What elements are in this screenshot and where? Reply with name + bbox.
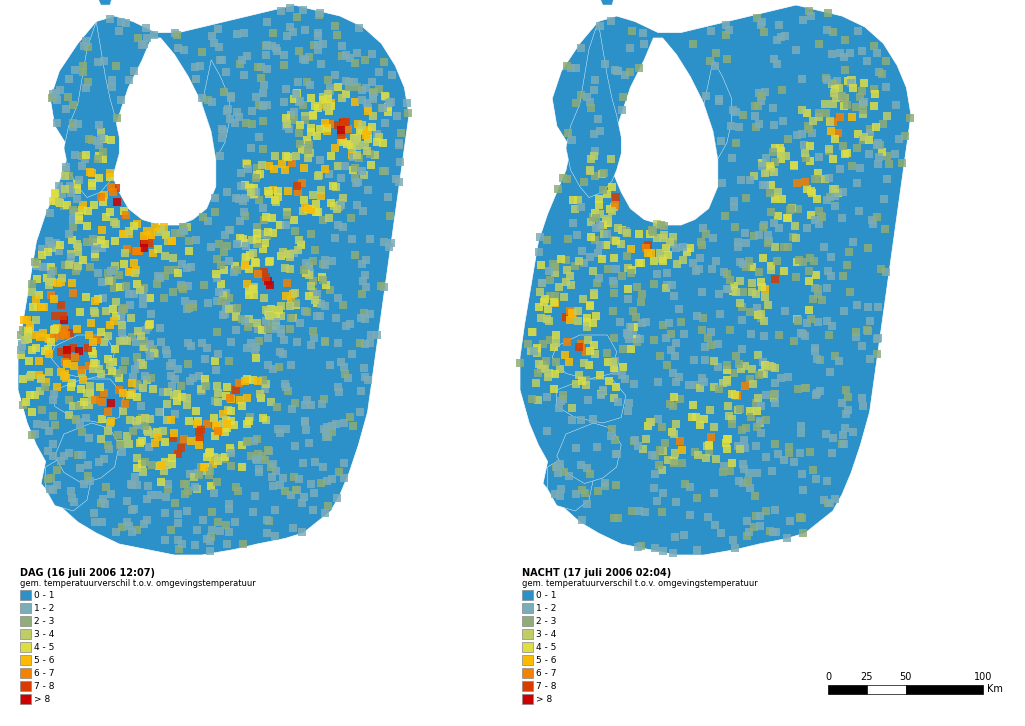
Text: 1 - 2: 1 - 2: [34, 604, 54, 613]
Text: 2 - 3: 2 - 3: [536, 617, 557, 626]
Text: 0 - 1: 0 - 1: [34, 591, 54, 600]
Bar: [522, 694, 533, 704]
Text: 5 - 6: 5 - 6: [34, 656, 54, 665]
Text: gem. temperatuurverschil t.o.v. omgevingstemperatuur: gem. temperatuurverschil t.o.v. omgeving…: [20, 579, 256, 588]
Polygon shape: [54, 423, 119, 484]
Text: 7 - 8: 7 - 8: [536, 682, 557, 691]
Polygon shape: [557, 423, 621, 484]
Polygon shape: [110, 38, 216, 225]
Text: 6 - 7: 6 - 7: [34, 669, 54, 678]
Bar: [20, 681, 31, 691]
Text: > 8: > 8: [34, 695, 50, 704]
Text: gem. temperatuurverschil t.o.v. omgevingstemperatuur: gem. temperatuurverschil t.o.v. omgeving…: [522, 579, 757, 588]
Polygon shape: [202, 60, 230, 159]
Polygon shape: [520, 5, 911, 555]
Text: 6 - 7: 6 - 7: [536, 669, 557, 678]
Text: NACHT (17 juli 2006 02:04): NACHT (17 juli 2006 02:04): [522, 568, 671, 578]
Bar: [20, 603, 31, 613]
Bar: [20, 629, 31, 639]
Polygon shape: [547, 456, 593, 511]
Polygon shape: [552, 335, 617, 379]
Bar: [828, 685, 867, 694]
Polygon shape: [45, 456, 91, 511]
Polygon shape: [96, 0, 115, 5]
Polygon shape: [566, 22, 621, 197]
Bar: [20, 616, 31, 626]
Text: 50: 50: [899, 672, 911, 682]
Text: 2 - 3: 2 - 3: [34, 617, 54, 626]
Bar: [522, 629, 533, 639]
Text: DAG (16 juli 2006 12:07): DAG (16 juli 2006 12:07): [20, 568, 155, 578]
Text: 3 - 4: 3 - 4: [536, 630, 557, 639]
Text: 25: 25: [861, 672, 873, 682]
Text: > 8: > 8: [536, 695, 552, 704]
Polygon shape: [557, 379, 626, 423]
Polygon shape: [64, 22, 119, 197]
Bar: [522, 603, 533, 613]
Polygon shape: [599, 0, 617, 5]
Bar: [20, 694, 31, 704]
Bar: [522, 681, 533, 691]
Polygon shape: [612, 38, 717, 225]
Bar: [20, 655, 31, 665]
Text: 5 - 6: 5 - 6: [536, 656, 557, 665]
Bar: [522, 655, 533, 665]
Text: 4 - 5: 4 - 5: [536, 643, 557, 652]
Text: 4 - 5: 4 - 5: [34, 643, 54, 652]
Text: 3 - 4: 3 - 4: [34, 630, 54, 639]
Text: 0 - 1: 0 - 1: [536, 591, 557, 600]
Text: Km: Km: [987, 685, 1002, 695]
Text: 1 - 2: 1 - 2: [536, 604, 557, 613]
Bar: [20, 590, 31, 600]
Text: 7 - 8: 7 - 8: [34, 682, 54, 691]
Bar: [522, 616, 533, 626]
Bar: [522, 668, 533, 678]
Bar: [905, 685, 983, 694]
Bar: [20, 642, 31, 652]
Polygon shape: [18, 5, 409, 555]
Bar: [867, 685, 905, 694]
Text: 100: 100: [974, 672, 992, 682]
Bar: [522, 590, 533, 600]
Polygon shape: [54, 379, 124, 423]
Polygon shape: [704, 60, 732, 159]
Polygon shape: [50, 335, 115, 379]
Bar: [20, 668, 31, 678]
Bar: [522, 642, 533, 652]
Text: 0: 0: [825, 672, 831, 682]
